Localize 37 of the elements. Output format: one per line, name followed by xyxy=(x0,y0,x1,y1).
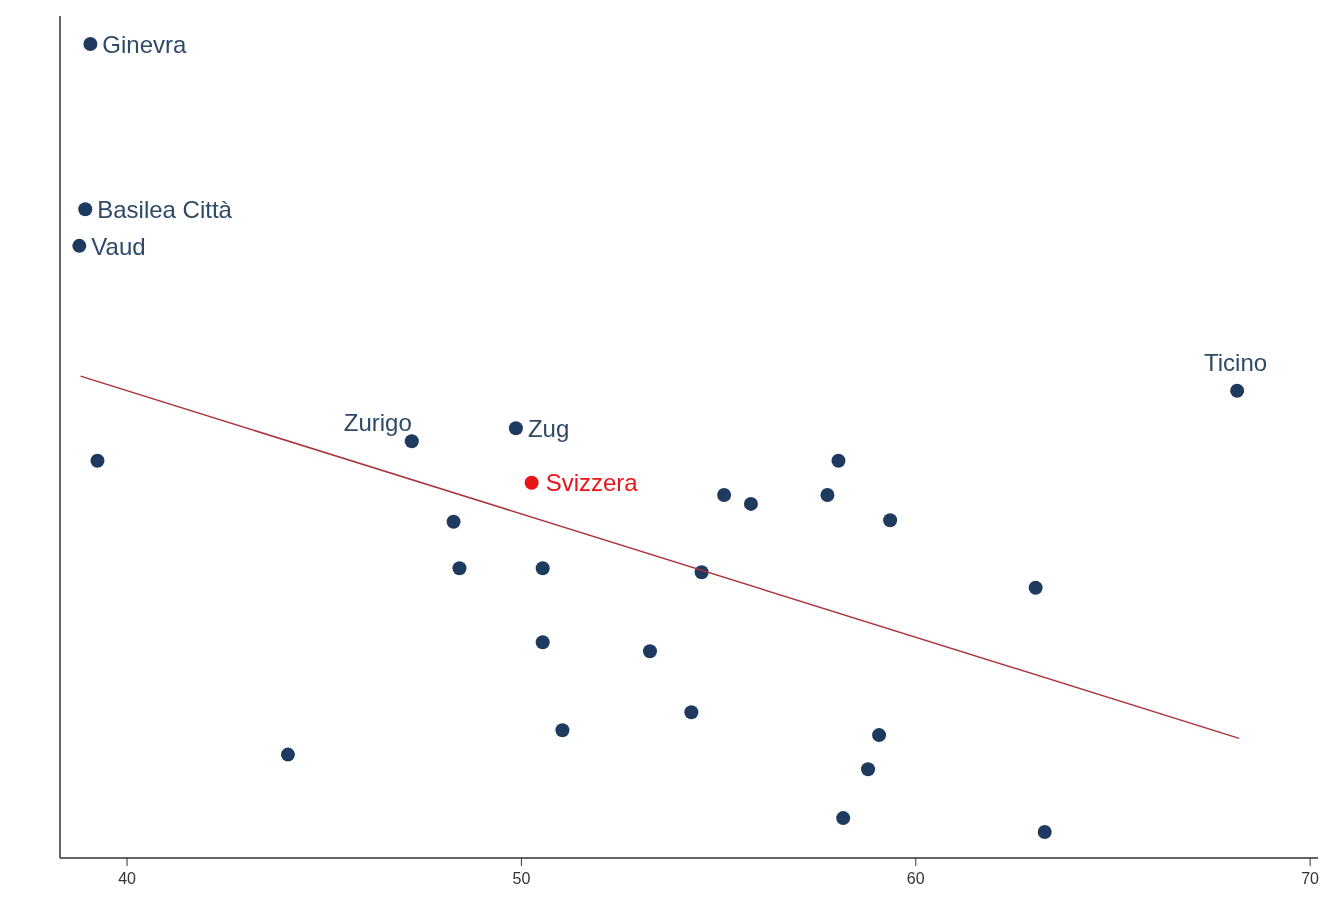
x-tick-label: 70 xyxy=(1301,870,1320,887)
point xyxy=(404,434,419,449)
point xyxy=(883,513,898,528)
point xyxy=(72,238,87,253)
point xyxy=(83,37,98,51)
series-label: Svizzera xyxy=(545,468,639,496)
point xyxy=(861,762,876,777)
point xyxy=(1230,383,1245,398)
annotation: Ticino xyxy=(1204,348,1268,376)
point xyxy=(452,561,467,576)
point xyxy=(820,487,835,502)
annotation: Ginevra xyxy=(102,31,188,58)
x-tick-label: 50 xyxy=(512,870,531,887)
x-tick-label: 40 xyxy=(118,870,137,887)
point xyxy=(872,728,887,743)
point xyxy=(831,453,846,468)
point xyxy=(642,644,657,659)
point xyxy=(524,475,539,490)
point xyxy=(684,705,699,720)
point xyxy=(280,747,295,762)
point xyxy=(743,496,758,511)
annotation: Zug xyxy=(527,415,570,443)
point xyxy=(717,487,732,502)
x-tick-label: 60 xyxy=(906,870,925,887)
point xyxy=(836,811,851,826)
point xyxy=(535,561,550,576)
point xyxy=(78,202,93,217)
point xyxy=(446,514,461,529)
point xyxy=(508,421,523,436)
annotation: Zurigo xyxy=(343,409,412,437)
point xyxy=(555,723,570,738)
point xyxy=(1037,824,1052,839)
annotation: Vaud xyxy=(91,232,146,260)
annotation: Basilea Città xyxy=(97,196,233,224)
point xyxy=(535,635,550,650)
point xyxy=(1028,580,1043,595)
point xyxy=(90,453,105,468)
